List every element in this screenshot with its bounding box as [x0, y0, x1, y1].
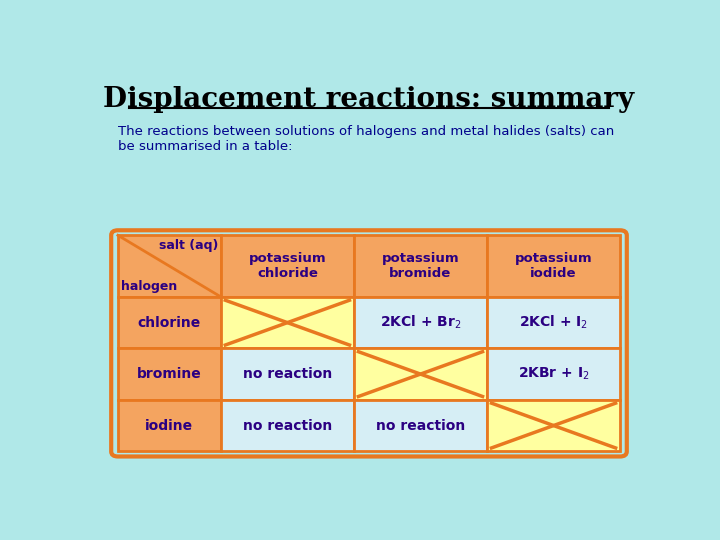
- Text: potassium
bromide: potassium bromide: [382, 252, 459, 280]
- Text: salt (aq): salt (aq): [158, 239, 218, 252]
- Text: halogen: halogen: [121, 280, 177, 293]
- FancyBboxPatch shape: [118, 235, 221, 297]
- Text: bromine: bromine: [137, 367, 202, 381]
- Text: 2KBr + I$_2$: 2KBr + I$_2$: [518, 366, 590, 382]
- FancyBboxPatch shape: [487, 235, 620, 297]
- FancyBboxPatch shape: [221, 348, 354, 400]
- Text: chlorine: chlorine: [138, 315, 201, 329]
- Text: potassium
iodide: potassium iodide: [515, 252, 593, 280]
- FancyBboxPatch shape: [354, 400, 487, 451]
- FancyBboxPatch shape: [221, 400, 354, 451]
- FancyBboxPatch shape: [118, 348, 221, 400]
- FancyBboxPatch shape: [487, 297, 620, 348]
- FancyBboxPatch shape: [118, 297, 221, 348]
- FancyBboxPatch shape: [221, 235, 354, 297]
- Text: no reaction: no reaction: [376, 418, 465, 433]
- Text: 2KCl + I$_2$: 2KCl + I$_2$: [519, 314, 588, 332]
- FancyBboxPatch shape: [487, 348, 620, 400]
- Text: Displacement reactions: summary: Displacement reactions: summary: [104, 85, 634, 113]
- Text: no reaction: no reaction: [243, 367, 332, 381]
- FancyBboxPatch shape: [354, 297, 487, 348]
- Text: no reaction: no reaction: [243, 418, 332, 433]
- FancyBboxPatch shape: [354, 235, 487, 297]
- Text: The reactions between solutions of halogens and metal halides (salts) can
be sum: The reactions between solutions of halog…: [118, 125, 614, 153]
- FancyBboxPatch shape: [118, 400, 221, 451]
- FancyBboxPatch shape: [354, 348, 487, 400]
- FancyBboxPatch shape: [487, 400, 620, 451]
- Text: 2KCl + Br$_2$: 2KCl + Br$_2$: [379, 314, 462, 332]
- Text: iodine: iodine: [145, 418, 194, 433]
- FancyBboxPatch shape: [221, 297, 354, 348]
- Text: potassium
chloride: potassium chloride: [248, 252, 326, 280]
